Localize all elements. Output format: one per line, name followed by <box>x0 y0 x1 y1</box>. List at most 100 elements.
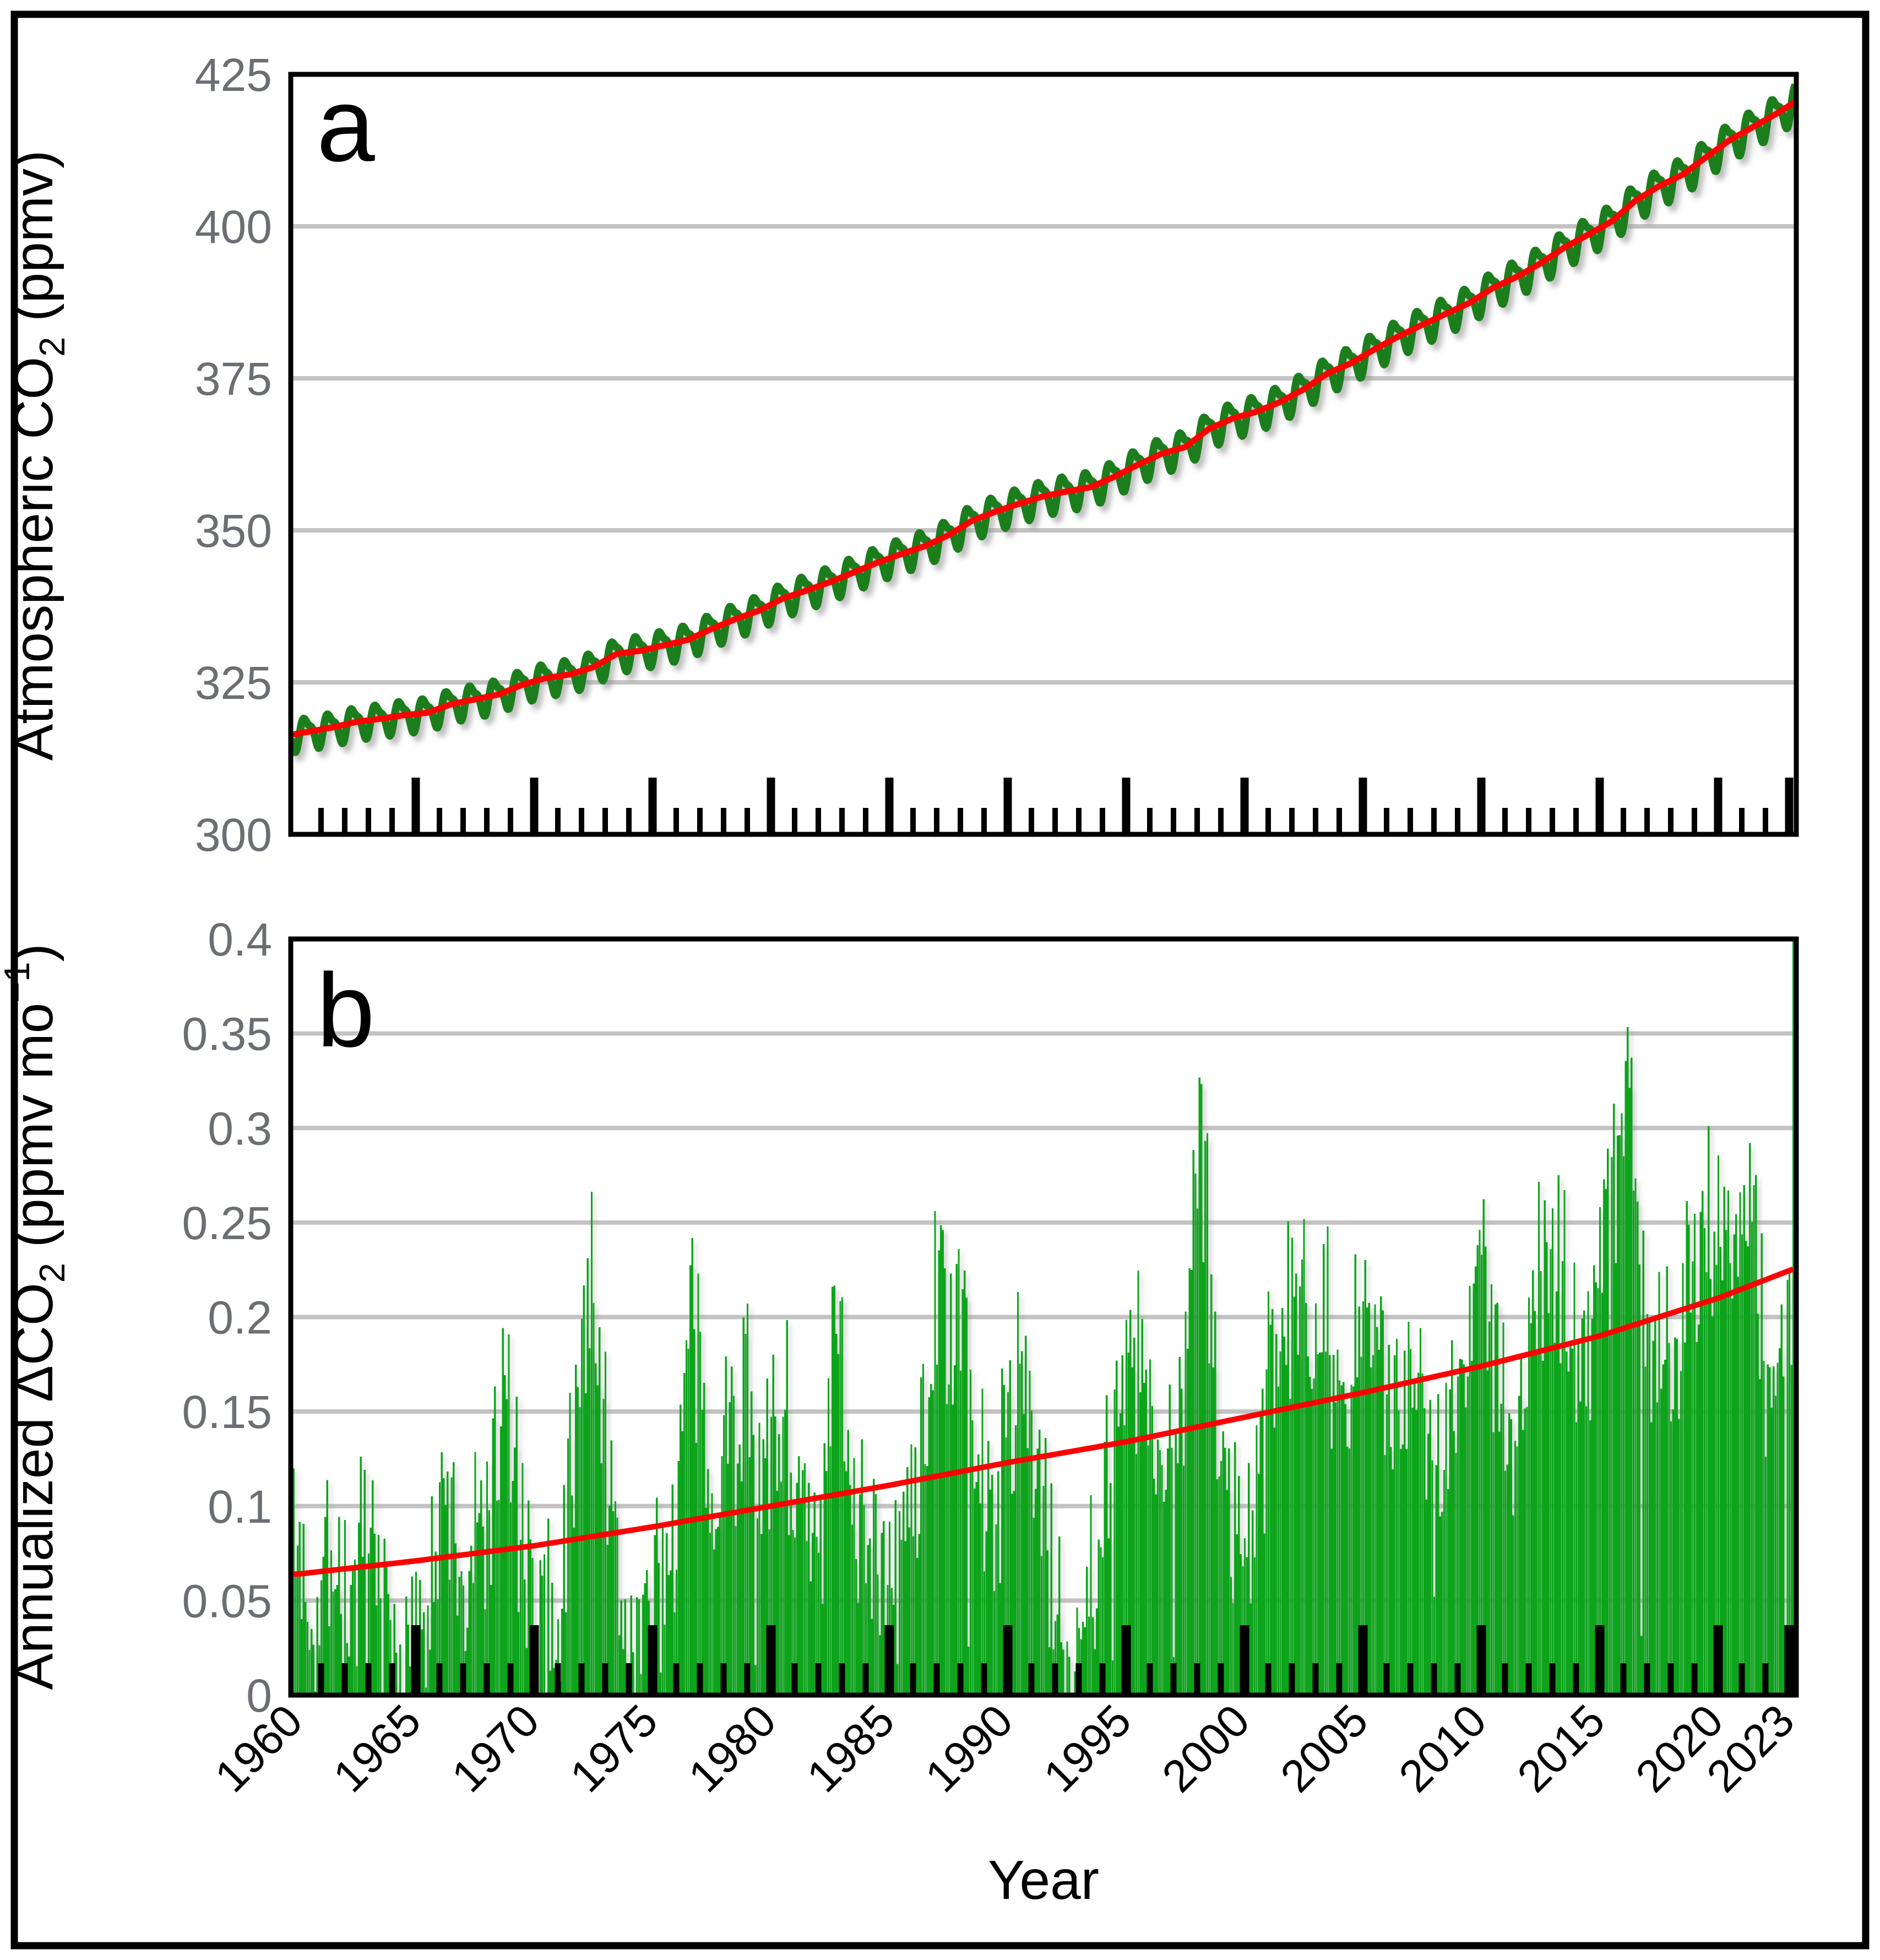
y-tick-label: 0.05 <box>182 1575 273 1627</box>
growth-bar <box>1650 1422 1653 1695</box>
growth-bar <box>1711 1316 1714 1695</box>
growth-bar <box>792 1530 794 1695</box>
growth-bar <box>975 1482 977 1695</box>
growth-bar <box>825 1471 828 1695</box>
growth-bar <box>1208 1363 1210 1695</box>
growth-bar <box>1696 1342 1698 1695</box>
year-tick <box>1644 808 1650 834</box>
growth-bar <box>790 1473 792 1695</box>
year-tick <box>626 1663 632 1695</box>
growth-bar <box>1652 1340 1654 1695</box>
growth-bar <box>1256 1425 1258 1695</box>
year-tick <box>1713 1625 1723 1695</box>
growth-bar <box>1129 1310 1132 1695</box>
y-tick-label: 0 <box>246 1670 272 1722</box>
growth-bar <box>295 1572 297 1695</box>
growth-bar <box>1680 1371 1682 1695</box>
year-tick <box>1454 1663 1461 1695</box>
growth-bar <box>1327 1226 1329 1695</box>
panel-b-letter: b <box>317 952 375 1069</box>
growth-bar <box>1005 1437 1007 1695</box>
growth-bar <box>1033 1517 1035 1695</box>
growth-bar <box>918 1534 920 1695</box>
y-tick-label: 300 <box>195 809 272 861</box>
growth-bar <box>699 1331 702 1695</box>
growth-bar <box>839 1301 841 1695</box>
growth-bar <box>480 1480 482 1695</box>
growth-bar <box>936 1364 938 1695</box>
growth-bar <box>1453 1431 1455 1695</box>
growth-bar <box>1624 1061 1627 1695</box>
growth-bar <box>363 1470 366 1695</box>
year-tick <box>1691 1663 1698 1695</box>
growth-bar <box>1551 1208 1554 1695</box>
growth-bar <box>1471 1361 1473 1695</box>
year-tick <box>792 808 797 834</box>
panel-a-frame <box>288 72 1799 837</box>
growth-bar <box>447 1472 449 1695</box>
growth-bar <box>1526 1407 1528 1695</box>
year-tick <box>555 1663 561 1695</box>
growth-bar <box>1177 1463 1179 1695</box>
growth-bar <box>1441 1512 1443 1695</box>
growth-bar <box>1133 1338 1135 1695</box>
y-tick-label: 0.25 <box>182 1197 273 1249</box>
growth-bar <box>563 1485 565 1695</box>
growth-bar <box>1036 1448 1039 1695</box>
growth-bar <box>575 1364 577 1695</box>
co2-trend-line <box>291 99 1796 738</box>
year-tick <box>1336 1663 1343 1695</box>
growth-bar <box>776 1491 778 1695</box>
growth-bar <box>1713 1231 1715 1695</box>
growth-bar <box>1516 1446 1518 1695</box>
growth-bar <box>1459 1359 1461 1695</box>
growth-bar <box>1277 1387 1280 1695</box>
growth-bar <box>940 1225 942 1695</box>
x-tick-labels: 1960 1965 1970 1975 1980 1985 1990 1995 2000 2005… <box>205 1695 1803 1801</box>
growth-bar <box>1056 1614 1058 1695</box>
growth-bar <box>600 1463 602 1695</box>
growth-bar <box>344 1519 346 1695</box>
growth-bar <box>1425 1500 1427 1695</box>
year-tick <box>1549 1663 1556 1695</box>
year-tick <box>365 1663 372 1695</box>
year-tick <box>1170 1663 1177 1695</box>
growth-bar <box>1427 1434 1430 1695</box>
growth-bar <box>1385 1394 1388 1695</box>
growth-bar <box>1015 1425 1017 1695</box>
growth-bar <box>1678 1419 1680 1695</box>
growth-bar <box>871 1619 873 1695</box>
growth-bar <box>1184 1311 1187 1695</box>
growth-bar <box>468 1571 470 1695</box>
growth-bar <box>822 1603 824 1695</box>
growth-bar <box>1078 1628 1080 1695</box>
growth-bar <box>1613 1103 1615 1695</box>
growth-bar <box>320 1580 323 1695</box>
growth-bar <box>1780 1304 1783 1695</box>
growth-bar <box>1577 1340 1579 1695</box>
growth-bar <box>1392 1469 1394 1695</box>
growth-bar <box>1330 1448 1333 1695</box>
growth-bar <box>961 1289 964 1695</box>
growth-bar <box>1749 1143 1751 1695</box>
growth-bar <box>1451 1340 1453 1695</box>
growth-bar <box>1289 1398 1291 1695</box>
growth-bar <box>1735 1214 1737 1695</box>
growth-bar <box>1238 1476 1240 1695</box>
growth-bar <box>1082 1621 1084 1695</box>
x-tick-label: 2000 <box>1153 1695 1259 1801</box>
y-tick-label: 0.35 <box>182 1008 273 1060</box>
growth-bar <box>1039 1429 1041 1695</box>
growth-bar <box>579 1407 581 1695</box>
growth-bar <box>305 1602 307 1695</box>
growth-bar <box>457 1615 459 1695</box>
growth-bar <box>453 1462 455 1695</box>
growth-bar <box>1001 1368 1003 1695</box>
year-tick <box>1739 808 1745 834</box>
growth-bar <box>1297 1355 1299 1695</box>
growth-bar <box>1465 1407 1467 1695</box>
year-tick <box>1738 1663 1745 1695</box>
growth-bar <box>1249 1603 1252 1695</box>
growth-bar <box>1621 1113 1623 1695</box>
